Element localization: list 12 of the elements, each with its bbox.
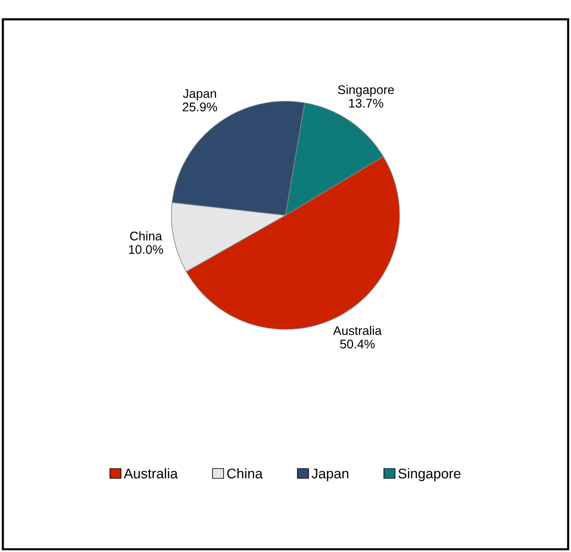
slice-label: Australia [333, 326, 382, 336]
data-label: 10.0% [129, 245, 164, 254]
data-label: 13.7% [349, 98, 384, 108]
data-label: 25.9% [182, 102, 218, 112]
data-label: 50.4% [340, 340, 375, 349]
legend-label: Singapore [398, 468, 460, 482]
slice-label: Singapore [338, 84, 394, 97]
legend-label: Japan [312, 468, 348, 482]
legend-label: China [227, 468, 263, 478]
slice-label: Japan [182, 89, 216, 100]
legend-label: Australia [124, 468, 178, 478]
slice-label: China [130, 231, 162, 240]
